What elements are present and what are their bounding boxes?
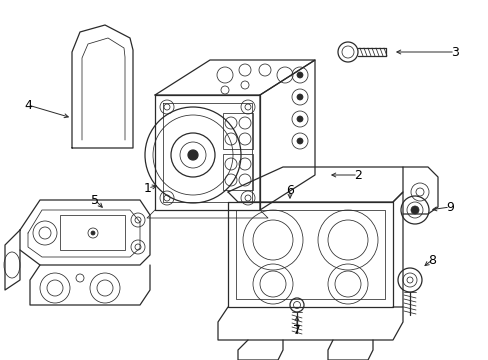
Text: 7: 7	[292, 324, 301, 337]
Circle shape	[296, 94, 303, 100]
Text: 6: 6	[285, 184, 293, 197]
Circle shape	[187, 150, 198, 160]
Text: 8: 8	[427, 253, 435, 266]
Bar	[60, 215, 125, 250]
Text: 3: 3	[450, 45, 458, 59]
Circle shape	[91, 231, 95, 235]
Circle shape	[410, 206, 418, 214]
Circle shape	[296, 138, 303, 144]
Circle shape	[296, 72, 303, 78]
Circle shape	[296, 116, 303, 122]
Text: 5: 5	[91, 194, 99, 207]
Text: 9: 9	[445, 201, 453, 213]
Text: 1: 1	[144, 181, 152, 194]
Bar	[223, 113, 252, 149]
Text: 4: 4	[24, 99, 32, 112]
Text: 2: 2	[353, 168, 361, 181]
Bar	[223, 154, 252, 190]
